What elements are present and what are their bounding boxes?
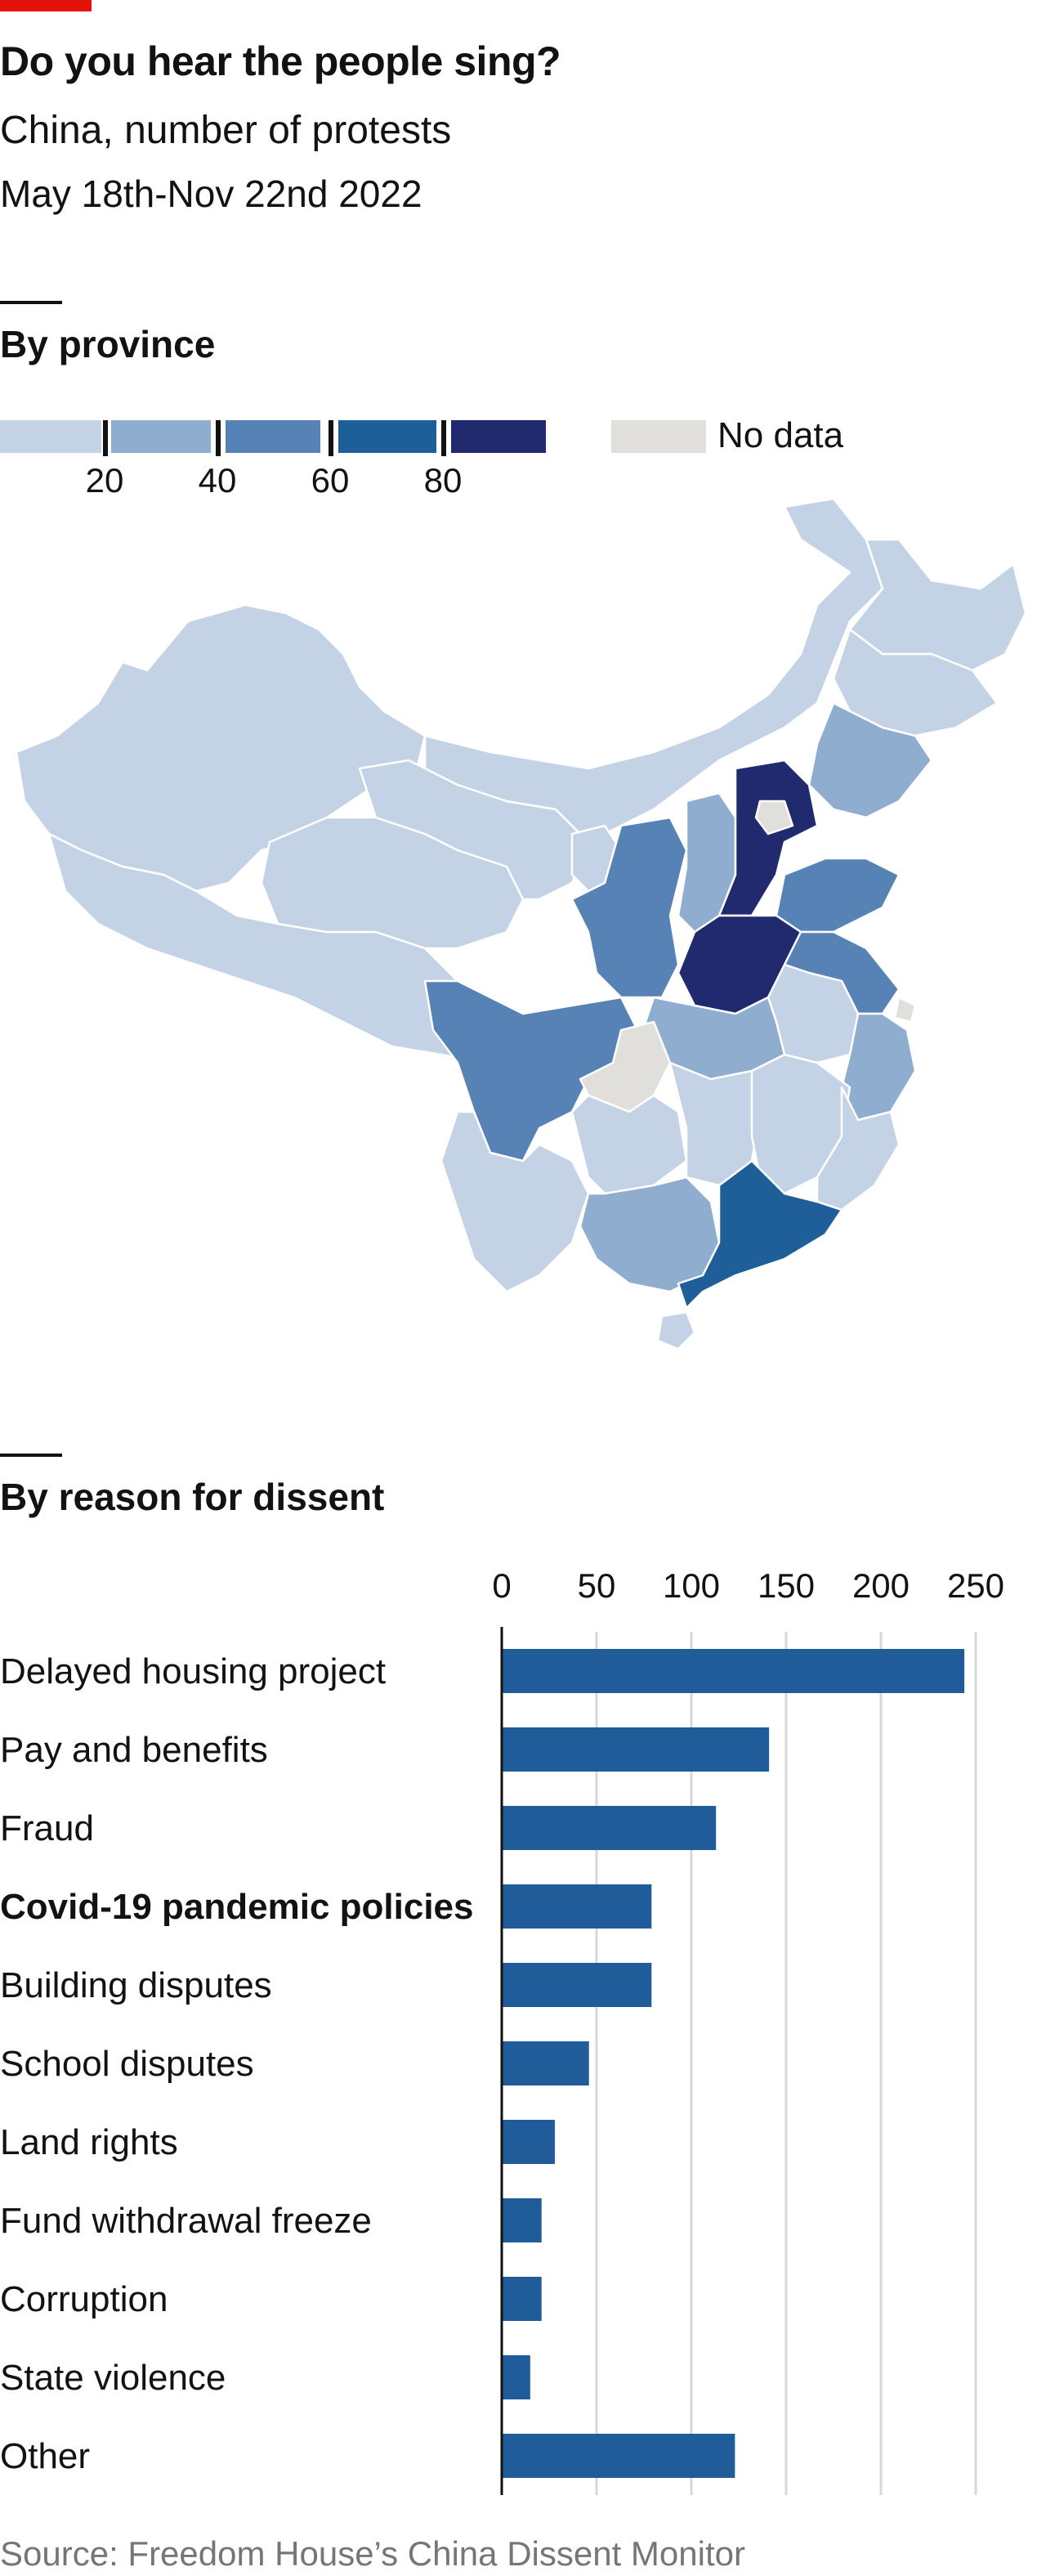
chart-subtitle: China, number of protests [0,109,452,152]
bar [502,1649,965,1693]
region-jilin [832,628,999,737]
section-heading-province: By province [0,323,216,365]
category-label: Building disputes [0,1965,272,2005]
x-tick-label: 200 [852,1566,910,1605]
region-beijing [754,800,794,836]
legend-swatch-2 [111,420,211,453]
section-rule-province [0,301,62,304]
legend-label-80: 80 [423,461,463,500]
region-guizhou [570,1094,688,1195]
reason-bar-chart: 0 50 100 150 200 250 Delayed housing project P… [0,1566,1004,2495]
region-guangdong [677,1159,843,1310]
region-hebei [717,759,819,917]
bar [502,2277,542,2321]
bar [502,1884,652,1929]
bar [502,1806,717,1850]
category-label: Delayed housing project [0,1651,386,1691]
category-label: Pay and benefits [0,1730,268,1770]
map-regions [15,497,1027,1351]
legend-label-40: 40 [198,461,237,500]
category-label: Other [0,2436,90,2476]
brand-accent-bar [0,0,92,11]
bar [502,1727,770,1772]
legend-label-nodata: No data [717,415,844,455]
region-guangxi [579,1176,721,1293]
chart-title: Do you hear the people sing? [0,38,561,84]
category-label: Land rights [0,2122,178,2162]
region-yunnan [440,1110,590,1293]
legend-tick [329,420,333,456]
legend-tick [216,420,221,456]
bar [502,2434,735,2478]
category-label: Corruption [0,2279,168,2319]
date-range: May 18th-Nov 22nd 2022 [0,172,422,215]
x-tick-label: 0 [492,1566,511,1605]
region-fujian [816,1086,901,1212]
bar-chart-xticks: 0 50 100 150 200 250 [492,1566,1004,1605]
legend-swatch-4 [338,420,436,453]
legend-swatch-1 [0,420,101,453]
category-label: School disputes [0,2044,254,2084]
x-tick-label: 250 [947,1566,1004,1605]
category-label: Fraud [0,1808,94,1848]
region-shanghai [893,996,917,1024]
legend-swatch-5 [451,420,546,453]
x-tick-label: 150 [758,1566,815,1605]
x-tick-label: 50 [578,1566,616,1605]
section-rule-reason [0,1454,62,1457]
legend-tick [103,420,108,456]
bar-chart-category-labels: Delayed housing project Pay and benefits F… [0,1651,474,2476]
legend-swatch-3 [226,420,320,453]
china-province-map [15,497,1027,1351]
legend-label-60: 60 [311,461,350,500]
bar [502,2355,530,2399]
legend-label-20: 20 [85,461,124,500]
legend-swatch-nodata [611,420,706,453]
category-label: Covid-19 pandemic policies [0,1887,474,1927]
category-label: Fund withdrawal freeze [0,2201,372,2241]
bar [502,2041,589,2085]
bar-chart-bars [502,1649,965,2478]
legend-tick [441,420,446,456]
bar [502,2120,555,2164]
x-tick-label: 100 [663,1566,720,1605]
region-shandong [775,857,901,934]
region-liaoning [807,701,933,819]
region-shaanxi [570,816,688,999]
region-hainan [656,1310,696,1351]
map-legend: 20 40 60 80 No data [0,415,899,510]
source-note: Source: Freedom House’s China Dissent Mo… [0,2534,745,2573]
section-heading-reason: By reason for dissent [0,1476,385,1518]
bar [502,2198,542,2242]
bar [502,1963,652,2007]
category-label: State violence [0,2358,226,2398]
